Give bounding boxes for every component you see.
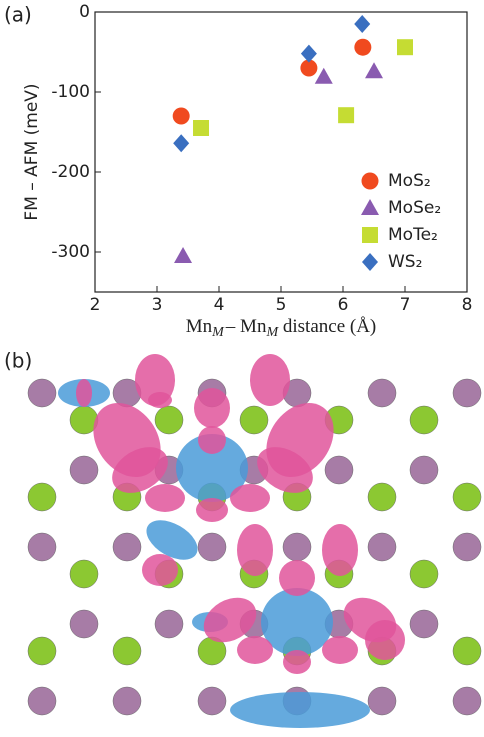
atom: [28, 483, 56, 511]
y-tick-label: -200: [51, 162, 90, 182]
y-tick-label: -300: [51, 242, 90, 262]
x-tick-label: 3: [152, 295, 163, 315]
x-axis-label: MnM– MnM distance (Å): [186, 316, 377, 340]
density-lobe: [194, 388, 230, 428]
x-label-part: Mn: [186, 316, 213, 337]
atom: [28, 687, 56, 715]
density-lobe: [196, 498, 228, 522]
x-label-part: – Mn: [225, 316, 267, 337]
atom: [453, 379, 481, 407]
charge-density-panel: [28, 354, 481, 728]
panel-label: (a): [4, 3, 32, 27]
y-tick-label: -100: [51, 82, 90, 102]
marker: [397, 39, 413, 55]
density-lobe: [76, 379, 92, 407]
density-lobe: [230, 692, 370, 728]
marker: [173, 108, 190, 125]
atom: [325, 456, 353, 484]
density-lobe: [250, 354, 290, 406]
x-tick-label: 4: [214, 295, 225, 315]
marker: [315, 68, 333, 84]
density-lobe: [322, 524, 358, 576]
legend-marker: [362, 173, 379, 190]
marker: [301, 45, 317, 63]
atom: [70, 610, 98, 638]
marker: [365, 62, 383, 78]
x-label-part: M: [211, 325, 225, 340]
density-lobe: [365, 620, 405, 660]
density-lobe: [142, 554, 178, 586]
density-lobe: [283, 650, 311, 674]
marker: [338, 107, 354, 123]
x-tick-label: 6: [338, 295, 349, 315]
x-tick-label: 8: [462, 295, 473, 315]
atom: [28, 637, 56, 665]
legend-label: WS₂: [388, 252, 422, 272]
legend-marker: [362, 227, 378, 243]
atom: [453, 483, 481, 511]
atom: [368, 533, 396, 561]
density-lobe: [279, 560, 315, 596]
atom: [28, 533, 56, 561]
atom: [453, 687, 481, 715]
density-lobe: [322, 636, 358, 664]
marker: [174, 247, 192, 263]
marker: [354, 15, 370, 33]
legend-label: MoS₂: [388, 171, 431, 191]
legend-label: MoSe₂: [388, 198, 441, 218]
marker: [173, 134, 189, 152]
y-axis-label: FM – AFM (meV): [22, 83, 42, 220]
atom: [453, 637, 481, 665]
density-lobe: [237, 636, 273, 664]
atom: [28, 379, 56, 407]
legend-marker: [361, 199, 379, 215]
atom: [410, 456, 438, 484]
y-tick-label: 0: [79, 2, 90, 22]
legend-label: MoTe₂: [388, 225, 438, 245]
atom: [113, 687, 141, 715]
atom: [155, 610, 183, 638]
density-lobe: [230, 484, 270, 512]
atom: [240, 406, 268, 434]
density-lobe: [148, 392, 172, 408]
panel-label: (b): [4, 349, 32, 373]
density-lobe: [145, 484, 185, 512]
atom: [368, 687, 396, 715]
atom: [113, 533, 141, 561]
x-tick-label: 5: [276, 295, 287, 315]
atom: [70, 560, 98, 588]
atom: [410, 406, 438, 434]
marker: [354, 39, 371, 56]
atom: [368, 379, 396, 407]
atom: [198, 533, 226, 561]
atom: [453, 533, 481, 561]
marker: [193, 120, 209, 136]
x-tick-label: 7: [400, 295, 411, 315]
atom: [70, 456, 98, 484]
atom: [283, 533, 311, 561]
x-label-part: distance (Å): [278, 316, 376, 337]
atom: [198, 687, 226, 715]
legend-marker: [362, 253, 378, 271]
atom: [113, 637, 141, 665]
atom: [155, 406, 183, 434]
atom: [410, 610, 438, 638]
density-lobe: [198, 426, 226, 454]
atom: [410, 560, 438, 588]
x-tick-label: 2: [90, 295, 101, 315]
figure: (a) (b) FM – AFM (meV) MnM– MnM distance…: [0, 0, 484, 737]
density-lobe: [237, 524, 273, 576]
atom: [368, 483, 396, 511]
